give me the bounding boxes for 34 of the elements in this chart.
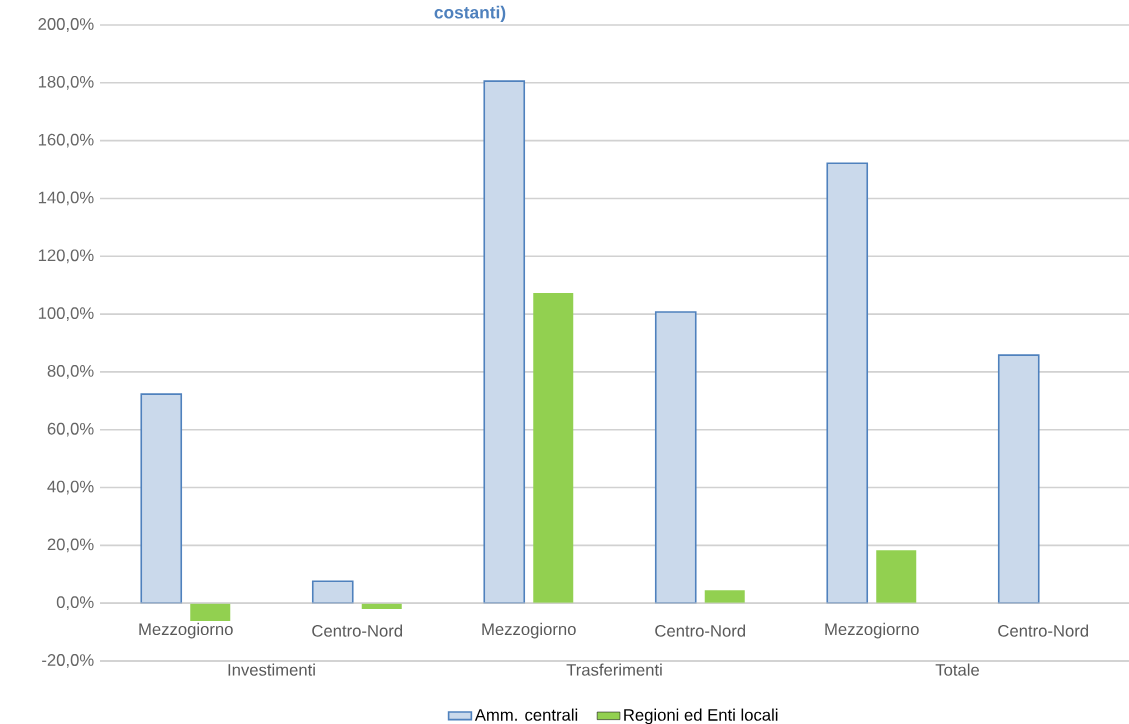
y-tick-label: 140,0% — [38, 191, 94, 206]
y-tick-label: 80,0% — [47, 365, 94, 379]
x-tick-label: Centro-Nord — [998, 624, 1089, 637]
text: Totale — [935, 663, 979, 676]
bar — [997, 354, 1040, 604]
bar — [876, 550, 917, 604]
y-tick-label: 100,0% — [38, 307, 94, 321]
bar — [704, 590, 745, 604]
y-tick-label: 180,0% — [38, 75, 94, 90]
y-tick-label: 120,0% — [38, 249, 94, 264]
bar — [533, 292, 574, 604]
chart-title: costanti) — [434, 5, 506, 22]
bar — [190, 603, 231, 622]
bar — [826, 162, 869, 604]
y-tick-label: 20,0% — [47, 538, 94, 553]
x-tick-label: Centro-Nord — [312, 624, 403, 637]
legend-label: Regioni ed Enti locali — [624, 708, 778, 724]
y-tick-label: -20,0% — [42, 654, 94, 668]
bar — [654, 311, 697, 604]
y-tick-label: 40,0% — [47, 480, 94, 495]
y-tick-label: 60,0% — [47, 422, 94, 437]
y-tick-label: 160,0% — [38, 133, 94, 148]
text: Trasferimenti — [566, 663, 662, 676]
x-tick-label: Mezzogiorno — [825, 622, 919, 639]
y-tick-label: 0,0% — [56, 596, 94, 611]
text: Investimenti — [228, 663, 315, 676]
legend-label: Amm. centrali — [474, 708, 578, 721]
bar — [140, 393, 183, 604]
x-tick-label: Mezzogiorno — [139, 622, 233, 639]
bar — [483, 80, 526, 604]
y-tick-label: 200,0% — [38, 18, 94, 32]
x-tick-label: Centro-Nord — [655, 624, 746, 637]
bar — [311, 580, 354, 604]
x-tick-label: Mezzogiorno — [482, 622, 576, 639]
